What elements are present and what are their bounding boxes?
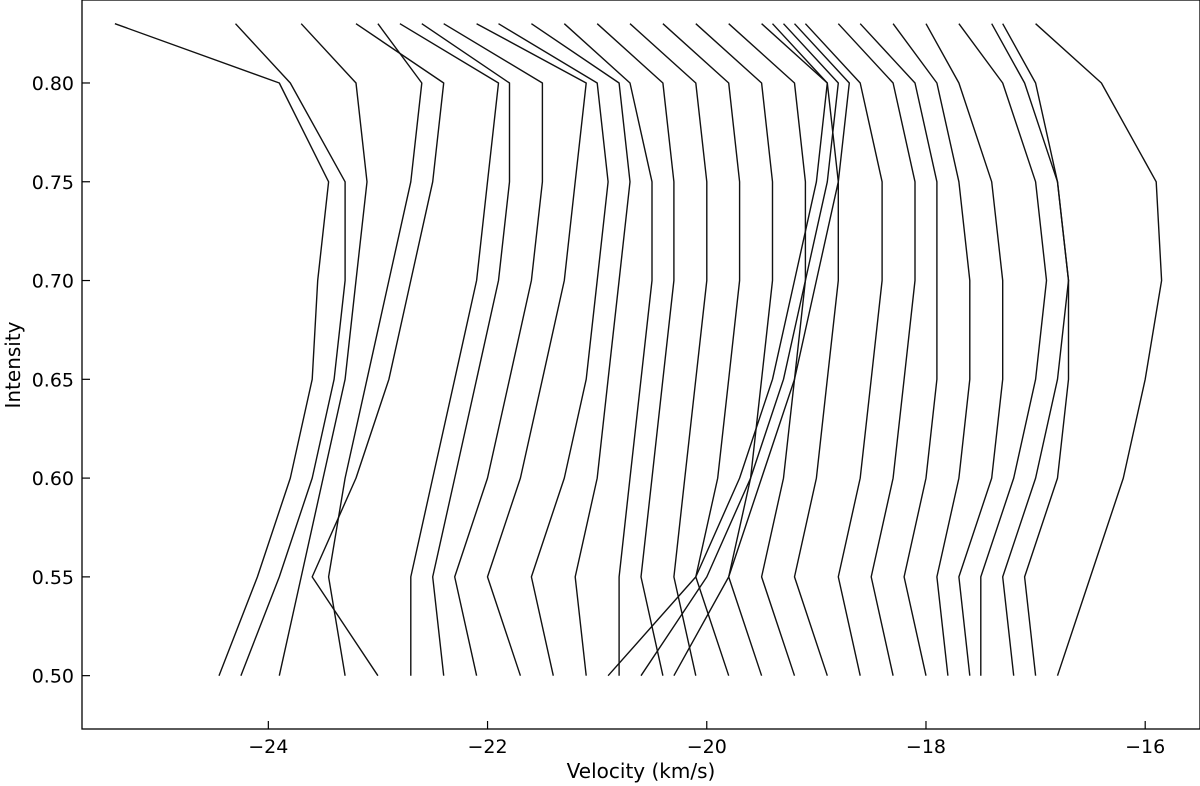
bisector-line-16	[728, 23, 807, 676]
y-tick-label: 0.60	[32, 468, 74, 490]
bisector-line-26	[958, 23, 1048, 676]
bisector-line-13	[629, 23, 708, 676]
bisector-line-8	[476, 23, 587, 676]
y-tick-label: 0.65	[32, 369, 74, 391]
bisector-line-18	[640, 23, 839, 677]
y-tick-label: 0.70	[32, 271, 74, 293]
x-axis-label: Velocity (km/s)	[567, 759, 716, 783]
bisector-line-29	[1035, 23, 1163, 676]
bisector-line-3	[327, 23, 423, 676]
bisector-line-15	[695, 23, 774, 676]
bisector-line-12	[596, 23, 675, 676]
bisector-line-19	[607, 23, 828, 677]
plot-frame	[81, 0, 1200, 730]
bisector-line-23	[859, 23, 938, 676]
bisector-line-2	[234, 23, 346, 676]
bisector-line-6	[421, 23, 511, 676]
bisector-line-4	[311, 23, 445, 677]
bisector-line-11	[563, 23, 653, 676]
bisector-line-30	[278, 23, 368, 676]
y-axis-label: Intensity	[1, 321, 25, 408]
bisector-line-10	[531, 23, 631, 676]
series-layer	[114, 23, 1163, 677]
x-tick-label: −18	[906, 736, 946, 758]
x-axis-ticks: −24 −22 −20 −18 −16	[248, 721, 1165, 758]
bisector-line-21	[804, 23, 883, 676]
bisector-line-24	[892, 23, 971, 676]
bisector-line-14	[662, 23, 741, 676]
bisector-line-27	[991, 23, 1070, 676]
bisector-line-20	[673, 23, 850, 677]
bisector-line-22	[837, 23, 916, 676]
bisector-line-7	[443, 23, 544, 676]
bisector-line-25	[925, 23, 1004, 676]
bisector-line-1	[114, 23, 330, 676]
y-tick-label: 0.75	[32, 172, 74, 194]
bisector-line-9	[498, 23, 609, 676]
plot-background	[82, 0, 1200, 729]
x-tick-label: −24	[248, 736, 288, 758]
bisector-line-17	[761, 23, 839, 676]
x-tick-label: −20	[687, 736, 727, 758]
y-tick-label: 0.50	[32, 666, 74, 688]
x-tick-label: −16	[1125, 736, 1165, 758]
y-tick-label: 0.55	[32, 567, 74, 589]
y-axis-ticks: 0.50 0.55 0.60 0.65 0.70 0.75 0.80	[32, 73, 90, 688]
bisector-line-28	[1002, 23, 1070, 676]
x-tick-label: −22	[467, 736, 507, 758]
y-tick-label: 0.80	[32, 73, 74, 95]
bisector-line-5	[399, 23, 500, 676]
